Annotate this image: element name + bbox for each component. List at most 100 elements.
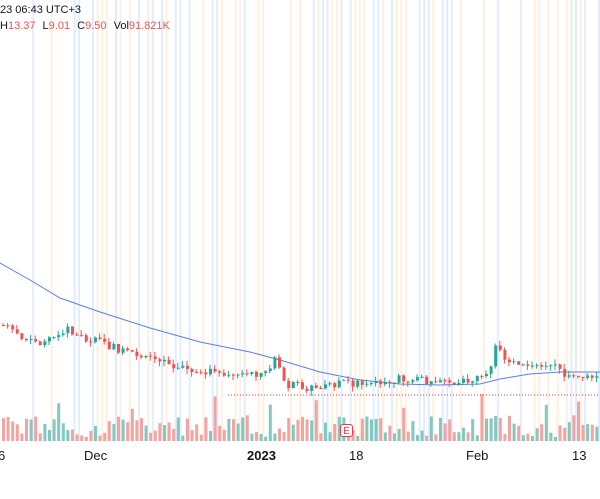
candle-body <box>457 382 461 385</box>
volume-bar <box>498 418 502 441</box>
legend-high-label: H <box>0 20 8 32</box>
volume-bar <box>287 418 291 441</box>
volume-bar <box>48 430 51 441</box>
candle-body <box>135 351 139 356</box>
session-stripe <box>372 0 375 441</box>
candle-body <box>75 334 79 336</box>
volume-bar <box>374 418 378 441</box>
volume-bar <box>485 418 488 441</box>
volume-bar <box>544 404 548 441</box>
x-tick-label: Feb <box>466 448 489 463</box>
candle-body <box>379 380 383 385</box>
candle-body <box>374 380 378 384</box>
volume-bar <box>457 432 461 441</box>
candle-body <box>107 341 111 350</box>
session-stripe <box>565 0 568 441</box>
volume-bar <box>278 428 281 441</box>
volume-bar <box>434 434 438 441</box>
volume-bar <box>255 432 258 441</box>
volume-bar <box>144 425 148 441</box>
ohlc-legend: 23 06:43 UTC+3 H13.37 L9.01 C9.50 Vol91.… <box>0 2 174 34</box>
volume-bar <box>98 435 102 441</box>
session-stripe <box>101 0 104 441</box>
volume-bar <box>158 423 162 441</box>
candle-body <box>439 380 442 383</box>
volume-bar <box>103 432 107 441</box>
candle-body <box>6 325 10 327</box>
candle-body <box>581 376 585 378</box>
session-stripe <box>446 0 449 441</box>
session-stripe <box>234 0 237 441</box>
session-stripe <box>188 0 191 441</box>
session-stripe <box>349 0 352 441</box>
candle-body <box>310 385 314 391</box>
candle-body <box>213 368 217 372</box>
volume-bar <box>75 434 79 441</box>
volume-bar <box>370 419 373 441</box>
volume-bar <box>416 435 419 441</box>
volume-bar <box>475 435 479 441</box>
volume-bar <box>227 418 231 441</box>
legend-vol-value: 91.821K <box>128 20 170 32</box>
candle-body <box>420 376 424 378</box>
session-stripe <box>391 0 393 441</box>
volume-bar <box>558 425 562 441</box>
volume-bar <box>337 416 341 441</box>
session-stripe <box>211 0 214 441</box>
volume-bar <box>140 418 143 441</box>
volume-bar <box>34 416 38 441</box>
candle-body <box>34 339 38 342</box>
session-stripe <box>317 0 320 441</box>
candle-body <box>172 364 176 369</box>
session-stripes <box>32 0 600 441</box>
volume-bar <box>130 408 134 441</box>
candle-body <box>356 380 360 387</box>
session-stripe <box>538 0 541 441</box>
volume-bar <box>420 430 424 441</box>
candle-body <box>195 372 199 373</box>
candle-body <box>517 361 521 365</box>
volume-bar <box>172 428 176 441</box>
candle-body <box>521 364 525 366</box>
volume-bar <box>71 429 74 441</box>
session-stripe <box>165 0 168 441</box>
candle-body <box>130 350 134 352</box>
volume-bar <box>471 419 475 441</box>
candle-body <box>305 388 309 391</box>
volume-bar <box>448 419 452 441</box>
price-chart[interactable] <box>0 0 600 441</box>
candle-body <box>273 357 277 369</box>
candle-body <box>383 381 387 385</box>
candle-body <box>186 365 189 369</box>
candle-body <box>250 371 254 374</box>
volume-bar <box>365 416 369 441</box>
volume-bar <box>324 422 327 441</box>
session-stripe <box>262 0 265 441</box>
earnings-badge[interactable]: E <box>340 424 353 437</box>
volume-bar <box>521 435 525 441</box>
time-axis[interactable]: 6 Dec 2023 18 Feb 13 <box>0 441 600 471</box>
candle-body <box>370 383 373 385</box>
candle-body <box>20 333 24 339</box>
volume-bar <box>84 436 88 441</box>
volume-bar <box>462 427 465 441</box>
session-stripe <box>115 0 117 441</box>
session-stripe <box>32 0 35 441</box>
candle-body <box>554 364 557 366</box>
volume-bar <box>149 432 153 441</box>
volume-bar <box>222 429 226 441</box>
candle-body <box>462 378 465 383</box>
volume-bar <box>379 418 383 441</box>
volume-bar <box>466 432 470 441</box>
volume-bar <box>581 425 585 441</box>
volume-bar <box>66 429 70 441</box>
candle-body <box>333 383 337 388</box>
volume-bar <box>397 429 401 441</box>
volume-bar <box>107 421 111 441</box>
candle-body <box>480 375 484 377</box>
candle-body <box>163 359 166 362</box>
volume-bar <box>480 394 484 441</box>
candle-body <box>222 372 226 376</box>
candle-body <box>337 380 341 388</box>
